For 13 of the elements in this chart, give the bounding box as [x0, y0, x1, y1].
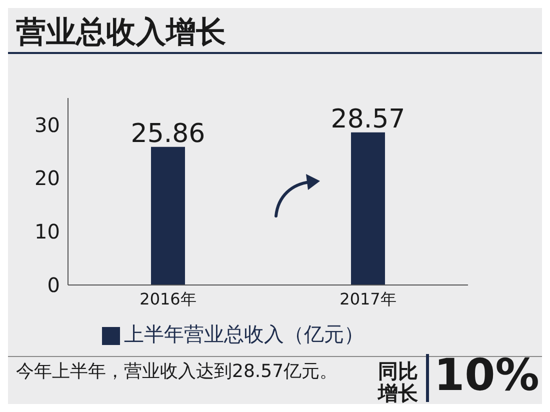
data-label: 25.86	[130, 118, 206, 149]
chart-title: 营业总收入增长	[16, 14, 226, 52]
y-tick-label: 20	[34, 166, 60, 190]
legend-label: 上半年营业总收入（亿元）	[124, 322, 364, 346]
x-tick-label: 2016年	[140, 289, 196, 308]
text: 10%	[434, 350, 540, 401]
data-label: 28.57	[330, 104, 406, 134]
y-tick-label: 10	[34, 220, 60, 244]
x-tick-label: 2017年	[340, 289, 396, 308]
text: 同比增长	[378, 359, 419, 405]
text: 今年上半年，营业收入达到28.57亿元。	[16, 360, 339, 384]
y-tick-label: 30	[34, 112, 60, 137]
y-tick-label: 0	[47, 273, 60, 298]
